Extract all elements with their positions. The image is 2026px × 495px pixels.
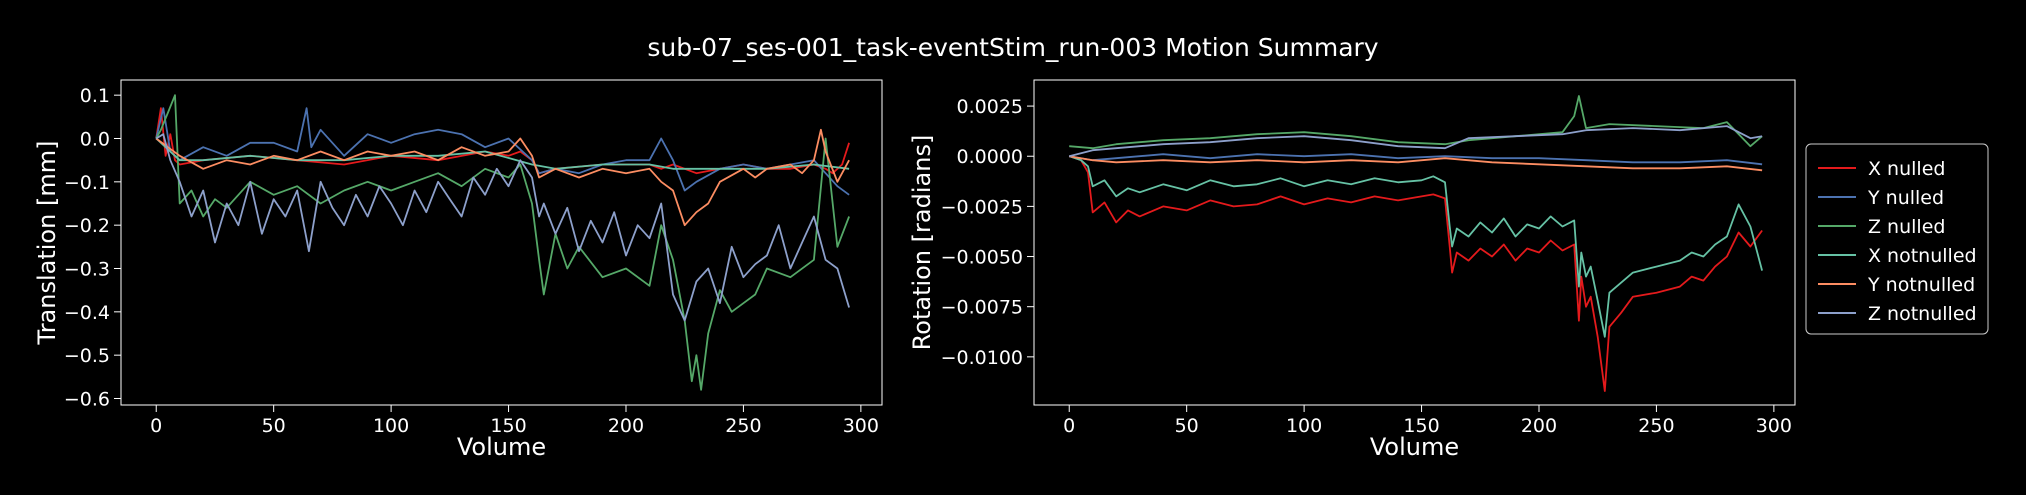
legend-label: Y nulled bbox=[1867, 187, 1944, 209]
series-line-z-nulled bbox=[155, 94, 850, 391]
y-tick-label: 0.0000 bbox=[957, 146, 1023, 168]
series-line-z-notnulled bbox=[155, 133, 850, 322]
x-tick-label: 150 bbox=[490, 415, 526, 437]
x-tick-label: 250 bbox=[1638, 415, 1674, 437]
y-tick-label: 0.0025 bbox=[957, 96, 1023, 118]
series-line-z-notnulled bbox=[1068, 125, 1763, 158]
y-tick-label: −0.0050 bbox=[941, 247, 1023, 269]
x-tick-label: 100 bbox=[1286, 415, 1322, 437]
legend-label: Z nulled bbox=[1868, 216, 1945, 238]
x-tick-label: 0 bbox=[150, 415, 162, 437]
series-line-x-notnulled bbox=[155, 137, 850, 170]
series-line-x-nulled bbox=[1068, 155, 1763, 392]
rotation-subplot: 0 50 100 150 200 250 300 0.0025 0.0000 −0.0025 −0.… bbox=[908, 79, 1796, 461]
y-tick-label: 0.1 bbox=[80, 85, 110, 107]
x-tick-label: 250 bbox=[725, 415, 761, 437]
axes-frame bbox=[120, 79, 883, 406]
y-tick-label: −0.0100 bbox=[941, 347, 1023, 369]
x-tick-label: 50 bbox=[262, 415, 286, 437]
y-tick-label: −0.2 bbox=[64, 215, 110, 237]
series-line-y-nulled bbox=[1069, 153, 1763, 166]
y-axis-label: Translation [mm] bbox=[33, 141, 61, 346]
legend-label: Z notnulled bbox=[1868, 303, 1977, 325]
x-tick-label: 200 bbox=[1521, 415, 1557, 437]
x-tick-label: 100 bbox=[373, 415, 409, 437]
y-tick-label: −0.1 bbox=[64, 172, 110, 194]
legend-label: Y notnulled bbox=[1867, 274, 1975, 296]
x-tick-label: 200 bbox=[608, 415, 644, 437]
y-axis-label: Rotation [radians] bbox=[908, 135, 936, 351]
legend-label: X nulled bbox=[1868, 158, 1945, 180]
y-tick-label: −0.3 bbox=[64, 259, 110, 281]
y-tick-label: −0.5 bbox=[64, 345, 110, 367]
x-tick-label: 150 bbox=[1403, 415, 1439, 437]
y-tick-label: −0.0025 bbox=[941, 196, 1023, 218]
series-line-y-notnulled bbox=[155, 128, 850, 227]
y-tick-label: −0.0075 bbox=[941, 297, 1023, 319]
x-tick-label: 300 bbox=[843, 415, 879, 437]
legend-label: X notnulled bbox=[1868, 245, 1977, 267]
series-line-x-notnulled bbox=[1068, 155, 1763, 338]
legend-frame bbox=[1805, 143, 1989, 335]
series-line-z-nulled bbox=[1069, 95, 1763, 150]
series-line-y-notnulled bbox=[1069, 155, 1763, 172]
translation-subplot: 0 50 100 150 200 250 300 0.1 0.0 −0.1 −0.2 −0.3 −0.4… bbox=[33, 79, 883, 461]
x-tick-label: 300 bbox=[1756, 415, 1792, 437]
y-tick-label: −0.4 bbox=[64, 302, 110, 324]
x-tick-label: 50 bbox=[1175, 415, 1199, 437]
x-axis-label: Volume bbox=[1370, 433, 1459, 461]
y-tick-label: −0.6 bbox=[64, 389, 110, 411]
figure-title: sub-07_ses-001_task-eventStim_run-003 Mo… bbox=[647, 33, 1378, 62]
x-axis-label: Volume bbox=[457, 433, 546, 461]
axes-frame bbox=[1033, 79, 1796, 406]
x-tick-label: 0 bbox=[1063, 415, 1075, 437]
series-line-y-nulled bbox=[155, 107, 850, 196]
legend: X nulled Y nulled Z nulled X notnulled Y not… bbox=[1805, 143, 1989, 335]
y-tick-label: 0.0 bbox=[80, 129, 110, 151]
